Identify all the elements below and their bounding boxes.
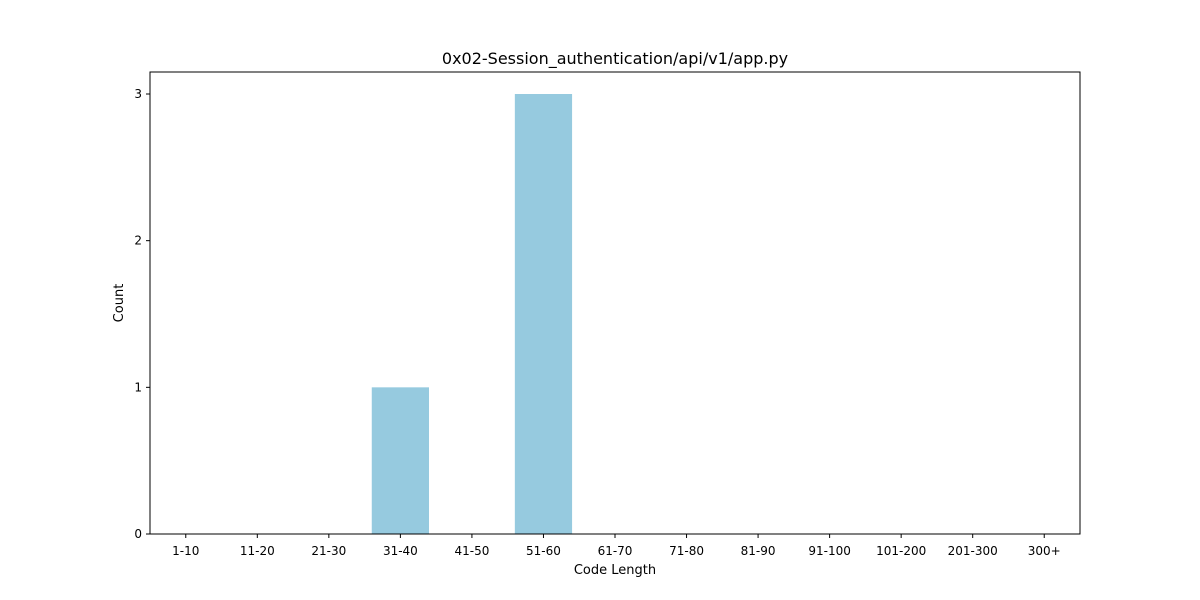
x-tick-label: 61-70 <box>598 544 633 558</box>
x-tick-label: 101-200 <box>876 544 926 558</box>
y-tick-label: 0 <box>134 527 142 541</box>
chart-title: 0x02-Session_authentication/api/v1/app.p… <box>442 49 788 69</box>
x-axis-label: Code Length <box>574 563 656 578</box>
x-axis: 1-10 11-20 21-30 31-40 41-50 51-60 61-70 71-80 8… <box>172 534 1061 558</box>
x-tick-label: 1-10 <box>172 544 199 558</box>
bar-51-60 <box>514 94 573 534</box>
x-tick-label: 31-40 <box>383 544 418 558</box>
x-tick-label: 11-20 <box>240 544 275 558</box>
x-tick-label: 201-300 <box>948 544 998 558</box>
x-tick-label: 21-30 <box>311 544 346 558</box>
x-tick-label: 71-80 <box>669 544 704 558</box>
bar-31-40 <box>371 387 429 534</box>
x-tick-label: 300+ <box>1028 544 1061 558</box>
x-tick-label: 51-60 <box>526 544 561 558</box>
x-tick-label: 41-50 <box>454 544 489 558</box>
y-tick-label: 2 <box>134 234 142 248</box>
x-tick-label: 91-100 <box>808 544 851 558</box>
y-axis-label: Count <box>112 284 127 323</box>
y-axis: 0 1 2 3 <box>134 87 150 541</box>
bars <box>371 94 573 534</box>
x-tick-label: 81-90 <box>741 544 776 558</box>
plot-frame <box>149 71 1081 535</box>
y-tick-label: 1 <box>134 380 142 394</box>
y-tick-label: 3 <box>134 87 142 101</box>
